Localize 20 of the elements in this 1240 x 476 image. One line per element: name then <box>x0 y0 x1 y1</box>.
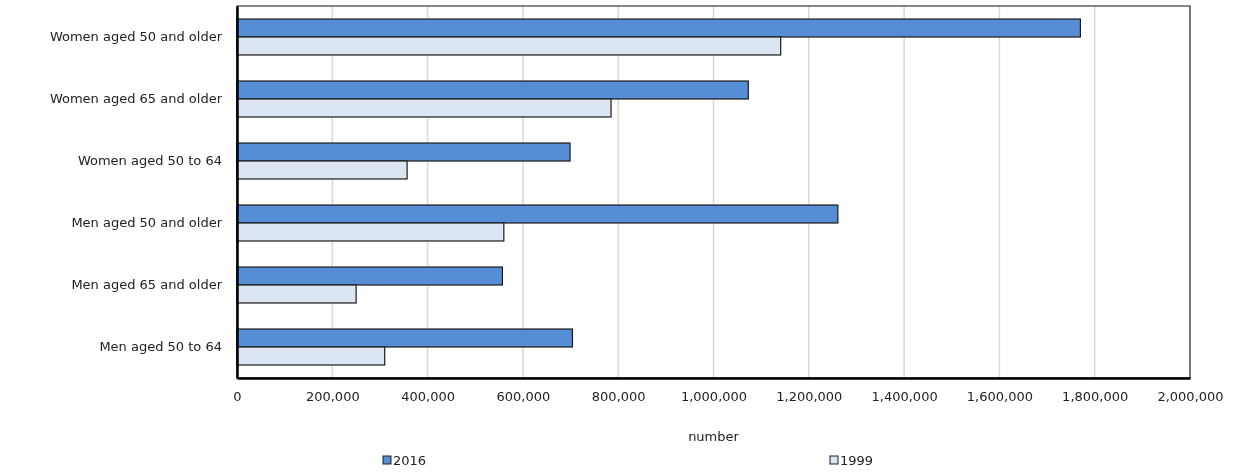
legend-label: 1999 <box>840 453 874 468</box>
x-tick-label: 600,000 <box>496 389 551 405</box>
y-tick-label: Men aged 50 and older <box>71 215 223 231</box>
x-tick-label: 0 <box>233 389 242 405</box>
x-tick-label: 800,000 <box>591 389 646 405</box>
x-tick-label: 1,400,000 <box>871 389 938 405</box>
y-tick-label: Women aged 50 and older <box>49 29 223 45</box>
x-tick-label: 1,600,000 <box>966 389 1033 405</box>
y-tick-label: Men aged 50 to 64 <box>99 339 222 355</box>
y-tick-label: Men aged 65 and older <box>71 277 223 293</box>
y-tick-label: Women aged 65 and older <box>49 91 223 107</box>
x-axis-title: number <box>688 429 740 444</box>
x-tick-label: 200,000 <box>305 389 360 405</box>
x-tick-label: 2,000,000 <box>1157 389 1224 405</box>
x-tick-label: 1,800,000 <box>1062 389 1129 405</box>
x-tick-label: 1,200,000 <box>776 389 843 405</box>
y-tick-label: Women aged 50 to 64 <box>77 153 222 169</box>
legend-label: 2016 <box>393 453 427 468</box>
x-tick-label: 400,000 <box>401 389 455 405</box>
x-tick-label: 1,000,000 <box>680 389 748 405</box>
